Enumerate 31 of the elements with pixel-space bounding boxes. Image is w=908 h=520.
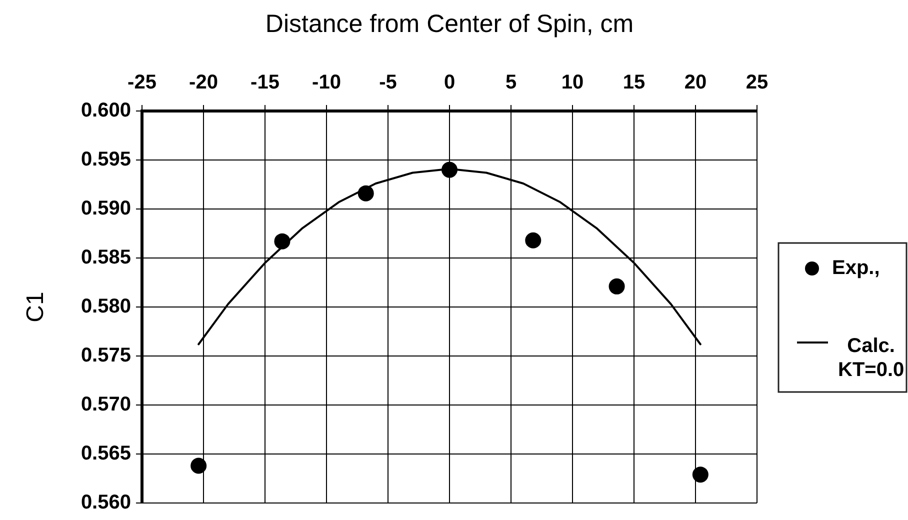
- y-axis-title: C1: [22, 292, 50, 322]
- y-tick-label: 0.590: [80, 198, 131, 220]
- point: [608, 278, 625, 294]
- x-tick-label: 20: [684, 72, 707, 94]
- x-tick-label: 10: [561, 72, 584, 94]
- y-tick-label: 0.575: [80, 344, 131, 367]
- x-tick-label: 15: [622, 72, 646, 94]
- x-tick-label: -25: [128, 72, 156, 94]
- x-axis-title: Distance from Center of Spin, cm: [265, 10, 634, 38]
- x-tick-label: 25: [746, 72, 768, 94]
- point: [358, 185, 374, 202]
- point: [190, 458, 207, 474]
- x-tick-label: -10: [312, 72, 341, 94]
- y-tick-label: 0.565: [80, 442, 131, 465]
- y-tick-label: 0.580: [80, 296, 131, 318]
- legend-label: Calc. KT=0.0: [838, 335, 904, 382]
- x-tick-label: -5: [379, 72, 397, 94]
- legend-label: Exp.,: [832, 257, 880, 280]
- x-tick-label: -20: [189, 72, 218, 94]
- y-tick-label: 0.560: [80, 492, 131, 514]
- x-tick-label: -15: [250, 72, 280, 94]
- y-tick-label: 0.585: [80, 246, 131, 269]
- y-tick-label: 0.600: [80, 100, 131, 122]
- x-tick-label: 0: [444, 72, 456, 94]
- y-tick-label: 0.570: [80, 394, 131, 416]
- x-tick-label: 5: [505, 72, 517, 94]
- point: [525, 232, 542, 248]
- point: [442, 162, 458, 178]
- point: [692, 466, 708, 483]
- point: [274, 233, 290, 250]
- y-tick-label: 0.595: [80, 148, 131, 171]
